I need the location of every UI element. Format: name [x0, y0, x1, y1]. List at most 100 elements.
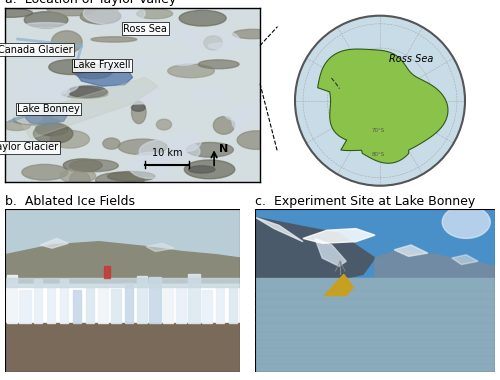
- Ellipse shape: [148, 25, 194, 43]
- Polygon shape: [40, 238, 68, 248]
- Ellipse shape: [52, 31, 82, 53]
- Ellipse shape: [42, 53, 68, 59]
- Ellipse shape: [74, 64, 112, 79]
- Polygon shape: [5, 242, 240, 283]
- Ellipse shape: [167, 54, 198, 65]
- Text: Taylor Glacier: Taylor Glacier: [0, 142, 58, 152]
- Ellipse shape: [232, 105, 245, 130]
- Ellipse shape: [70, 160, 118, 172]
- Bar: [111, 289, 121, 323]
- Ellipse shape: [60, 169, 96, 183]
- Polygon shape: [18, 78, 158, 139]
- Bar: [86, 288, 94, 323]
- Ellipse shape: [24, 23, 68, 28]
- Ellipse shape: [224, 105, 282, 123]
- Text: Lake Fryxell: Lake Fryxell: [73, 60, 130, 70]
- Ellipse shape: [184, 160, 235, 179]
- Ellipse shape: [36, 123, 68, 136]
- Polygon shape: [324, 274, 354, 296]
- Polygon shape: [76, 67, 132, 86]
- Bar: [73, 290, 81, 323]
- Text: 10 km: 10 km: [152, 148, 182, 158]
- Bar: [255, 209, 495, 283]
- Ellipse shape: [237, 131, 276, 149]
- Ellipse shape: [186, 142, 234, 157]
- Polygon shape: [315, 238, 346, 266]
- Text: c.  Experiment Site at Lake Bonney: c. Experiment Site at Lake Bonney: [255, 195, 475, 208]
- Ellipse shape: [63, 159, 102, 172]
- Bar: [229, 287, 236, 323]
- Ellipse shape: [46, 1, 96, 16]
- Text: 80°S: 80°S: [372, 152, 385, 157]
- Ellipse shape: [96, 173, 144, 188]
- Ellipse shape: [118, 139, 167, 155]
- Polygon shape: [452, 255, 478, 264]
- Ellipse shape: [108, 85, 162, 104]
- Bar: [202, 290, 212, 323]
- Ellipse shape: [128, 152, 172, 179]
- Ellipse shape: [172, 130, 202, 151]
- Ellipse shape: [87, 0, 118, 21]
- Ellipse shape: [18, 75, 78, 95]
- Bar: [5, 209, 240, 283]
- Text: Canada Glacier: Canada Glacier: [0, 44, 73, 55]
- Ellipse shape: [214, 117, 234, 134]
- Bar: [255, 278, 495, 372]
- Text: b.  Ablated Ice Fields: b. Ablated Ice Fields: [5, 195, 135, 208]
- Text: Ross Sea: Ross Sea: [388, 54, 433, 63]
- Polygon shape: [5, 278, 240, 287]
- Ellipse shape: [204, 36, 223, 50]
- Ellipse shape: [2, 120, 30, 130]
- Ellipse shape: [208, 43, 254, 49]
- Bar: [104, 266, 110, 278]
- Bar: [188, 274, 200, 323]
- Text: Ross Sea: Ross Sea: [124, 24, 167, 33]
- Ellipse shape: [80, 8, 121, 24]
- Bar: [46, 288, 56, 323]
- Circle shape: [295, 16, 465, 186]
- Bar: [149, 277, 161, 323]
- Ellipse shape: [22, 165, 68, 180]
- Ellipse shape: [188, 166, 215, 173]
- Ellipse shape: [12, 115, 60, 125]
- Polygon shape: [255, 217, 375, 283]
- Bar: [34, 279, 42, 323]
- Polygon shape: [375, 250, 495, 283]
- Ellipse shape: [52, 109, 108, 121]
- Ellipse shape: [12, 81, 70, 102]
- Ellipse shape: [16, 113, 42, 123]
- Polygon shape: [318, 49, 448, 163]
- Ellipse shape: [168, 64, 214, 78]
- Ellipse shape: [186, 87, 229, 102]
- Ellipse shape: [132, 101, 146, 124]
- Polygon shape: [26, 106, 69, 125]
- Ellipse shape: [83, 2, 145, 25]
- Ellipse shape: [68, 86, 107, 98]
- Bar: [60, 279, 68, 323]
- Ellipse shape: [0, 8, 32, 17]
- Bar: [216, 286, 224, 323]
- Ellipse shape: [139, 139, 200, 164]
- Polygon shape: [303, 229, 375, 243]
- Bar: [7, 275, 17, 323]
- Text: N: N: [219, 144, 228, 154]
- Ellipse shape: [198, 60, 239, 69]
- Ellipse shape: [156, 119, 172, 130]
- Ellipse shape: [24, 62, 38, 71]
- Text: 70°S: 70°S: [372, 128, 385, 133]
- Text: Lake Bonney: Lake Bonney: [17, 104, 80, 114]
- Ellipse shape: [91, 37, 136, 42]
- Polygon shape: [394, 245, 428, 256]
- Bar: [162, 285, 173, 323]
- Bar: [5, 323, 240, 372]
- Ellipse shape: [70, 171, 90, 189]
- Bar: [20, 290, 30, 323]
- Ellipse shape: [183, 28, 240, 53]
- Ellipse shape: [34, 124, 73, 144]
- Bar: [125, 283, 133, 323]
- Ellipse shape: [132, 104, 145, 111]
- Ellipse shape: [24, 12, 68, 28]
- Ellipse shape: [179, 10, 226, 26]
- Ellipse shape: [68, 87, 102, 96]
- Ellipse shape: [50, 130, 90, 148]
